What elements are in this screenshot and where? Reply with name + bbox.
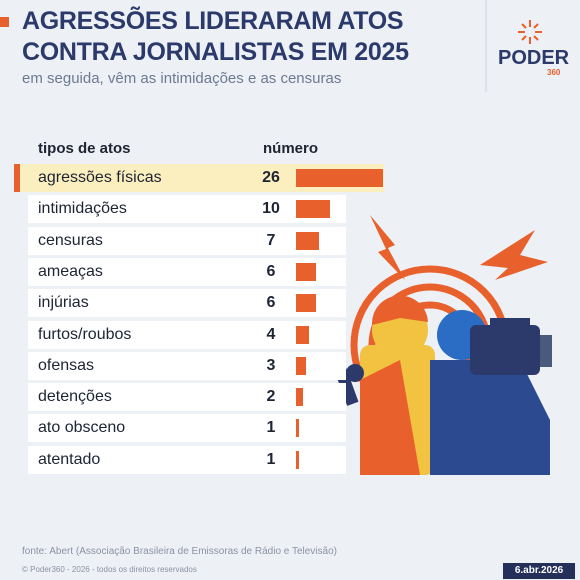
value-label: 7: [266, 231, 276, 249]
bar: [296, 262, 317, 281]
value-label: 4: [266, 325, 276, 343]
bar: [296, 231, 320, 250]
bar: [296, 294, 317, 313]
value-label: 2: [266, 388, 276, 406]
category-label: agressões físicas: [38, 169, 162, 186]
category-label: detenções: [38, 388, 112, 406]
column-header: tipos de atos: [38, 140, 131, 157]
row-background: [28, 257, 346, 286]
bar: [296, 169, 384, 187]
row-background: [28, 289, 346, 318]
category-label: furtos/roubos: [38, 325, 132, 343]
row-background: [28, 195, 346, 224]
category-label: ofensas: [38, 356, 95, 374]
category-label: injúrias: [38, 294, 89, 312]
bar: [296, 325, 310, 344]
value-label: 1: [266, 450, 276, 468]
bar: [296, 200, 330, 219]
source: fonte: Abert (Associação Brasileira de E…: [22, 546, 337, 557]
category-label: intimidações: [38, 200, 127, 218]
bar: [296, 388, 303, 407]
logo-sub: 360: [547, 68, 561, 77]
value-label: 26: [262, 169, 280, 186]
column-header: número: [263, 140, 319, 157]
category-label: ato obsceno: [38, 419, 126, 437]
row-background: [28, 320, 346, 349]
logo: PODER: [498, 47, 570, 69]
row-background: [28, 414, 346, 443]
row-background: [28, 383, 346, 412]
highlight-marker: [14, 164, 20, 192]
value-label: 10: [262, 200, 280, 218]
value-label: 6: [266, 262, 276, 280]
value-label: 3: [266, 356, 276, 374]
value-label: 1: [266, 419, 276, 437]
category-label: atentado: [38, 450, 101, 468]
category-label: ameaças: [38, 262, 103, 280]
category-label: censuras: [38, 231, 103, 249]
chart-title: AGRESSÕES LIDERARAM ATOS CONTRA JORNALIS…: [22, 7, 409, 66]
bar: [296, 419, 300, 438]
bar: [296, 356, 307, 375]
row-background: [28, 226, 346, 255]
row-background: [28, 351, 346, 380]
copyright: © Poder360 - 2026 - todos os direitos re…: [22, 565, 197, 574]
bar: [296, 450, 300, 469]
row-background: [28, 445, 346, 474]
date: 6.abr.2026: [503, 563, 575, 579]
value-label: 6: [266, 294, 276, 312]
chart-subtitle: em seguida, vêm as intimidações e as cen…: [22, 70, 342, 87]
